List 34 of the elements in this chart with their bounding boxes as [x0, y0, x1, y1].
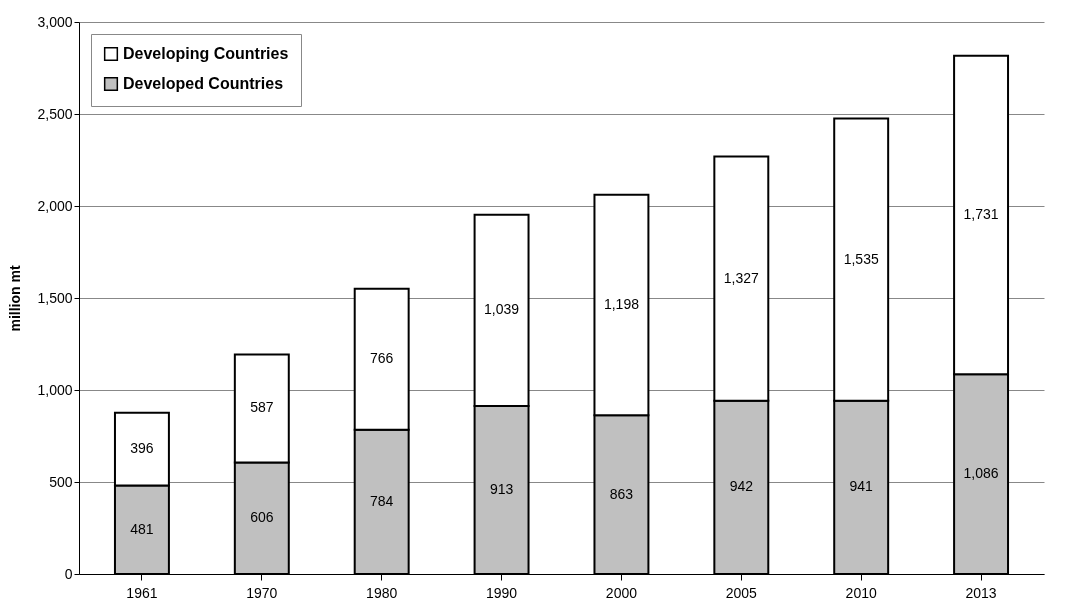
y-tick-label: 0: [64, 565, 73, 582]
data-label: 1,327: [723, 269, 760, 286]
data-label: 396: [130, 440, 154, 457]
x-tick-label: 2000: [605, 584, 638, 598]
data-label: 1,198: [603, 295, 640, 312]
data-label: 784: [370, 492, 394, 509]
data-label: 481: [130, 520, 154, 537]
legend-label: Developing Countries: [123, 45, 289, 62]
data-label: 1,535: [843, 250, 879, 267]
y-tick-label: 500: [49, 473, 73, 490]
x-tick-label: 2010: [845, 584, 877, 598]
legend-label: Developed Countries: [123, 75, 284, 92]
y-tick-label: 2,000: [37, 197, 73, 214]
x-tick-label: 1980: [366, 584, 398, 598]
y-tick-label: 1,000: [37, 381, 73, 398]
data-label: 863: [609, 485, 634, 502]
y-tick-label: 1,500: [37, 289, 73, 306]
data-label: 1,086: [963, 465, 999, 482]
data-label: 913: [489, 481, 514, 497]
x-tick-label: 1961: [126, 584, 158, 598]
y-axis-title: million mt: [7, 265, 24, 332]
x-tick-label: 2005: [725, 584, 758, 598]
y-tick-label: 3,000: [37, 13, 73, 30]
y-tick-label: 2,500: [37, 105, 73, 122]
data-label: 1,731: [963, 205, 999, 222]
data-label: 587: [250, 399, 274, 416]
x-tick-label: 2013: [965, 584, 997, 598]
data-label: 766: [370, 350, 394, 367]
data-label: 606: [250, 509, 274, 526]
data-label: 1,039: [484, 301, 520, 318]
data-label: 942: [729, 478, 754, 495]
data-label: 941: [849, 478, 874, 495]
x-tick-label: 1970: [246, 584, 278, 598]
x-tick-label: 1990: [485, 584, 518, 598]
